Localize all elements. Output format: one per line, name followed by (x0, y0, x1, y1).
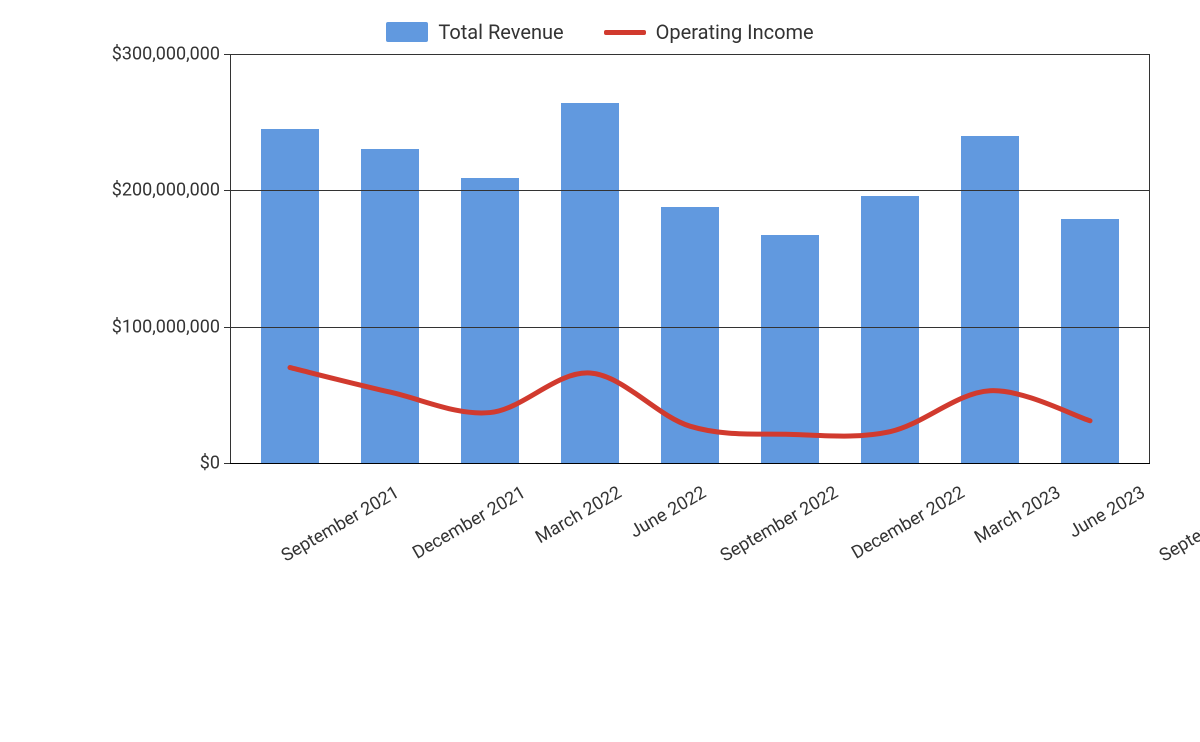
xlabel-slot: September 2021 (240, 474, 372, 495)
bar-slot (440, 54, 540, 463)
gridline (230, 190, 1150, 191)
bar (1061, 219, 1119, 463)
x-axis-label: March 2022 (532, 482, 625, 548)
ytick-mark (224, 327, 230, 328)
bar (661, 207, 719, 463)
x-axis-label: September 2022 (717, 482, 842, 566)
bar-slot (840, 54, 940, 463)
bar (961, 136, 1019, 463)
gridline (230, 327, 1150, 328)
legend-label: Total Revenue (438, 20, 563, 44)
bar (261, 129, 319, 463)
x-axis-label: September 2023 (1156, 482, 1200, 566)
bar (761, 235, 819, 463)
ytick-mark (224, 463, 230, 464)
ytick-mark (224, 54, 230, 55)
legend-item-total-revenue: Total Revenue (386, 20, 563, 44)
ytick-label: $0 (200, 453, 220, 474)
legend-label: Operating Income (656, 20, 814, 44)
x-axis-label: September 2021 (278, 482, 403, 566)
bar-slot (1040, 54, 1140, 463)
plot-area: $0$100,000,000$200,000,000$300,000,000 (230, 54, 1150, 464)
x-axis-label: March 2023 (971, 482, 1064, 548)
bar-slot (740, 54, 840, 463)
bar-slot (940, 54, 1040, 463)
ytick-label: $200,000,000 (112, 180, 220, 201)
legend-swatch-bar (386, 22, 428, 42)
bar (461, 178, 519, 463)
chart-area: $0$100,000,000$200,000,000$300,000,000 S… (120, 54, 1170, 494)
bar (361, 149, 419, 463)
bar-slot (540, 54, 640, 463)
bar (561, 103, 619, 463)
gridline (230, 54, 1150, 55)
x-axis-labels: September 2021December 2021March 2022Jun… (230, 474, 1150, 495)
legend-item-operating-income: Operating Income (604, 20, 814, 44)
x-axis-label: June 2023 (1065, 482, 1148, 542)
bar-slot (240, 54, 340, 463)
ytick-label: $300,000,000 (112, 44, 220, 65)
x-axis-label: December 2022 (848, 482, 968, 564)
bars-container (230, 54, 1150, 463)
x-axis-label: June 2022 (626, 482, 709, 542)
ytick-mark (224, 190, 230, 191)
ytick-label: $100,000,000 (112, 316, 220, 337)
legend-swatch-line (604, 30, 646, 35)
x-axis-label: December 2021 (409, 482, 529, 564)
bar (861, 196, 919, 463)
bar-slot (340, 54, 440, 463)
bar-slot (640, 54, 740, 463)
